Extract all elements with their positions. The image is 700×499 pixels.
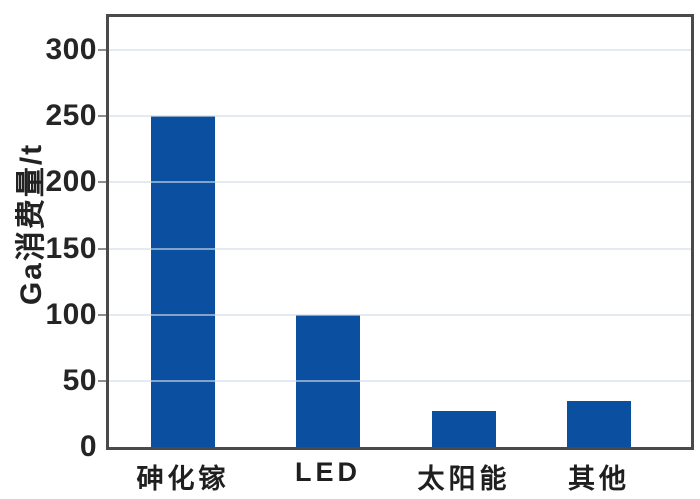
plot-area	[106, 14, 694, 450]
y-tick-label-250: 250	[45, 99, 97, 132]
x-tick-label-1: 砷化镓	[136, 464, 230, 494]
y-tick-label-200: 200	[45, 165, 97, 198]
bar-4	[567, 401, 631, 447]
gridline-y-150	[109, 248, 691, 250]
gridline-y-250	[109, 115, 691, 117]
bar-3	[432, 411, 496, 447]
y-tick-label-0: 0	[79, 430, 97, 463]
y-tick-mark-50	[98, 380, 106, 382]
x-tick-label-4: 其他	[568, 464, 630, 494]
bar-1	[151, 116, 215, 447]
y-tick-mark-300	[98, 49, 106, 51]
y-tick-mark-200	[98, 181, 106, 183]
y-tick-mark-250	[98, 115, 106, 117]
y-tick-label-150: 150	[45, 232, 97, 265]
gridline-y-50	[109, 380, 691, 382]
gridline-y-100	[109, 314, 691, 316]
x-tick-label-3: 太阳能	[417, 464, 511, 494]
gridline-y-300	[109, 49, 691, 51]
y-tick-label-100: 100	[45, 298, 97, 331]
y-tick-mark-150	[98, 248, 106, 250]
y-tick-mark-100	[98, 314, 106, 316]
x-tick-label-2: LED	[295, 457, 361, 487]
y-tick-label-300: 300	[45, 33, 97, 66]
y-tick-label-50: 50	[62, 364, 97, 397]
gridline-y-200	[109, 181, 691, 183]
